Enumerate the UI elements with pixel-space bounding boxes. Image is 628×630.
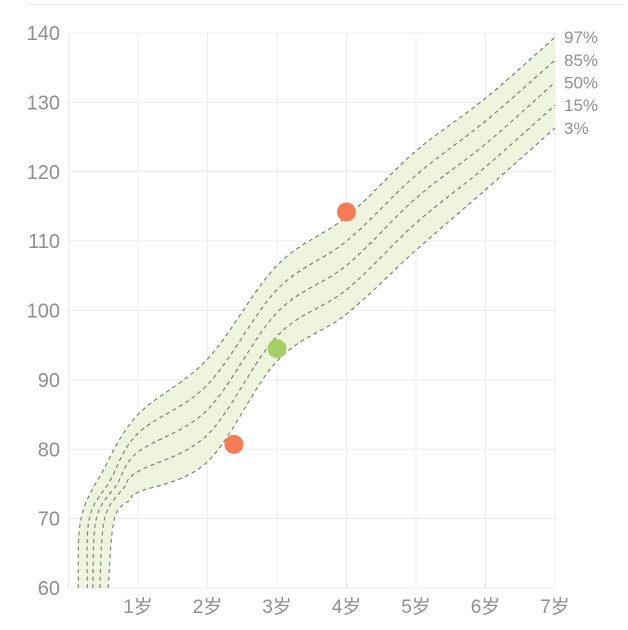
percentile-curve-50	[92, 81, 556, 589]
percentile-curve-15	[99, 104, 556, 589]
percentile-label: 15%	[564, 96, 598, 115]
y-axis-label: 120	[27, 162, 60, 184]
x-axis-label: 5岁	[401, 596, 431, 618]
percentile-curve-97	[77, 36, 556, 589]
y-axis-label: 110	[28, 231, 60, 253]
measurement-point[interactable]	[224, 434, 244, 454]
y-axis-label: 130	[27, 92, 60, 114]
y-axis-label: 140	[27, 23, 60, 45]
x-axis-label: 3岁	[262, 596, 292, 618]
percentile-curve-3	[107, 127, 556, 589]
percentile-label: 97%	[564, 28, 598, 47]
x-axis-label: 6岁	[471, 596, 501, 618]
y-axis-label: 80	[38, 439, 60, 461]
x-axis-label: 2岁	[193, 596, 223, 618]
measurement-point[interactable]	[337, 202, 356, 222]
percentile-label: 50%	[564, 73, 598, 92]
percentile-label: 3%	[564, 119, 589, 138]
x-axis-label: 4岁	[332, 596, 362, 618]
y-axis-label: 70	[38, 509, 60, 531]
percentile-curve-85	[86, 59, 556, 589]
percentile-band	[78, 37, 556, 588]
percentile-label: 85%	[564, 51, 598, 70]
y-axis-label: 100	[27, 301, 60, 323]
y-axis-label: 60	[38, 578, 60, 600]
x-axis-label: 7岁	[540, 596, 570, 618]
y-axis-label: 90	[38, 370, 60, 392]
x-axis-label: 1岁	[123, 596, 153, 618]
panel-top-divider	[28, 4, 624, 5]
measurement-point[interactable]	[267, 339, 287, 359]
